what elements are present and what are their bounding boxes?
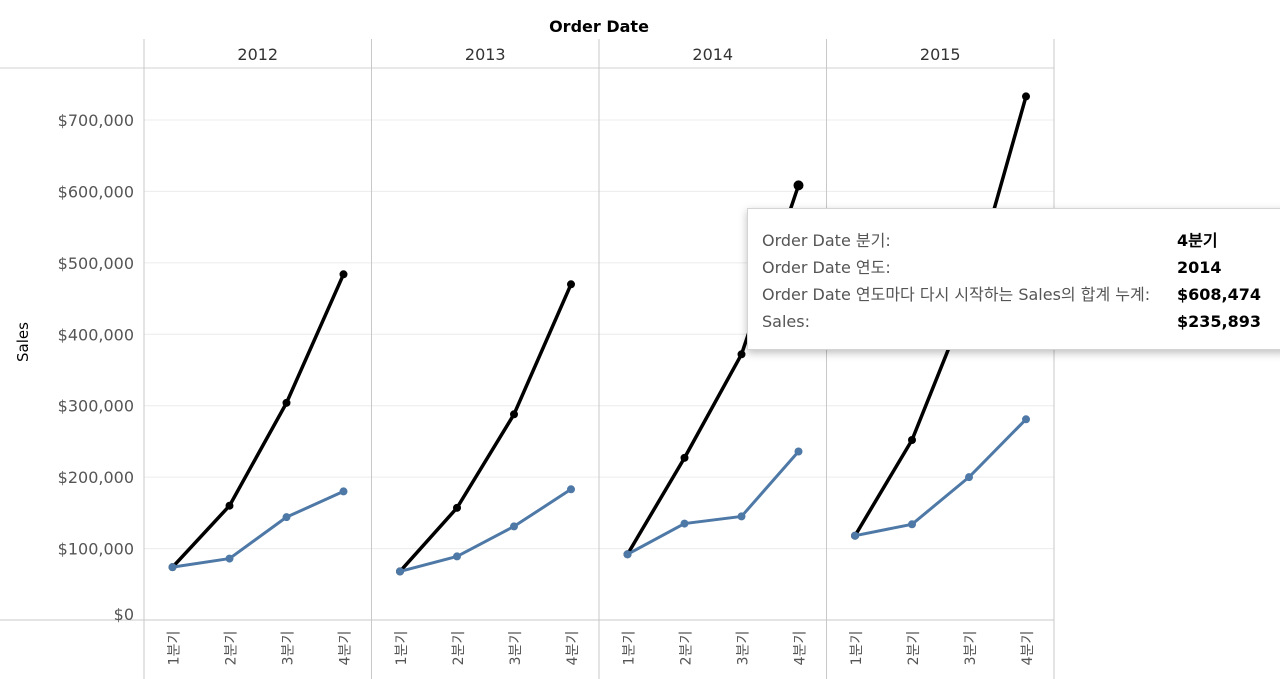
y-tick-label: $700,000 (58, 111, 134, 130)
y-tick-label: $600,000 (58, 182, 134, 201)
x-tick-label: 3분기 (736, 631, 752, 666)
y-axis-title: Sales (14, 322, 32, 362)
sales-point (225, 554, 234, 563)
sales-point (282, 513, 291, 522)
sales-point (623, 550, 632, 559)
year-headers: 2012 2013 2014 2015 (237, 45, 960, 64)
running-total-point (453, 503, 461, 512)
tooltip-value: $608,474 (1177, 285, 1262, 304)
sales-point (396, 567, 404, 576)
sales-line (172, 490, 345, 569)
sales-point (339, 487, 348, 496)
y-tick-label: $100,000 (58, 540, 134, 559)
sales-point (1022, 415, 1030, 424)
x-tick-label: 3분기 (963, 631, 979, 666)
x-tick-label: 1분기 (849, 631, 865, 666)
year-header: 2014 (692, 45, 733, 64)
x-tick-label: 2분기 (906, 631, 922, 666)
tooltip-row-quarter: Order Date 분기: 4분기 (762, 227, 1280, 254)
x-tick-label: 4분기 (793, 631, 809, 666)
tooltip-value: 2014 (1177, 258, 1222, 277)
x-tick-label: 4분기 (1020, 631, 1036, 666)
sales-point (794, 447, 803, 456)
year-header: 2013 (465, 45, 506, 64)
panel-frame (0, 39, 1055, 679)
running-total-line (398, 283, 573, 573)
tooltip-label: Order Date 연도: (762, 258, 891, 277)
y-tick-label: $500,000 (58, 254, 134, 273)
tooltip-row-year: Order Date 연도: 2014 (762, 254, 1280, 281)
x-axis-ticks: 1분기 2분기 3분기 4분기 1분기 2분기 3분기 4분기 1분기 2분기 3분기 4분기 1분기 2… (167, 631, 1037, 666)
tooltip-label: Sales: (762, 312, 810, 331)
sales-point (567, 485, 575, 494)
running-total-point (567, 280, 575, 289)
y-tick-label: $400,000 (58, 325, 134, 344)
running-total-point (510, 410, 518, 419)
x-tick-label: 4분기 (565, 631, 581, 666)
sales-line (399, 488, 572, 573)
running-total-line (853, 95, 1028, 537)
running-total-point (339, 270, 348, 279)
sales-line (854, 418, 1028, 538)
running-total-point (225, 501, 234, 510)
running-total-point (908, 436, 916, 444)
running-total-point (737, 350, 746, 359)
tooltip-value: $235,893 (1177, 312, 1262, 331)
y-tick-label: $0 (114, 605, 134, 624)
x-tick-label: 2분기 (224, 631, 240, 666)
y-tick-label: $300,000 (58, 397, 134, 416)
chart-title: Order Date (549, 17, 649, 36)
sales-point (965, 473, 973, 482)
y-tick-label: $200,000 (58, 468, 134, 487)
tooltip-row-sales: Sales: $235,893 (762, 308, 1280, 335)
x-tick-label: 3분기 (281, 631, 297, 666)
tooltip: Order Date 분기: 4분기 Order Date 연도: 2014 O… (747, 208, 1280, 350)
tooltip-row-running-total: Order Date 연도마다 다시 시작하는 Sales의 합계 누계: $6… (762, 281, 1280, 308)
x-tick-label: 4분기 (338, 631, 354, 666)
sales-point (168, 563, 177, 572)
tooltip-label: Order Date 연도마다 다시 시작하는 Sales의 합계 누계: (762, 285, 1151, 304)
sales-line (626, 450, 800, 556)
x-tick-label: 2분기 (451, 631, 467, 666)
sales-point (737, 512, 746, 521)
sales-point (680, 519, 689, 528)
sales-point (510, 522, 518, 531)
running-total-point (793, 180, 804, 191)
sales-point (908, 520, 916, 529)
sales-point (851, 531, 859, 540)
series-layer (168, 92, 1030, 576)
running-total-line (171, 273, 346, 569)
x-tick-label: 3분기 (508, 631, 524, 666)
year-header: 2015 (920, 45, 961, 64)
running-total-point (1022, 92, 1030, 101)
year-header: 2012 (237, 45, 278, 64)
y-axis-ticks: $0 $100,000 $200,000 $300,000 $400,000 $500,0… (58, 111, 134, 624)
x-tick-label: 1분기 (394, 631, 410, 666)
x-tick-label: 2분기 (679, 631, 695, 666)
sales-point (453, 552, 461, 561)
tooltip-label: Order Date 분기: (762, 231, 891, 250)
running-total-point (680, 453, 689, 462)
x-tick-label: 1분기 (622, 631, 638, 666)
running-total-point (282, 398, 291, 407)
tooltip-value: 4분기 (1177, 231, 1218, 250)
x-tick-label: 1분기 (167, 631, 183, 666)
